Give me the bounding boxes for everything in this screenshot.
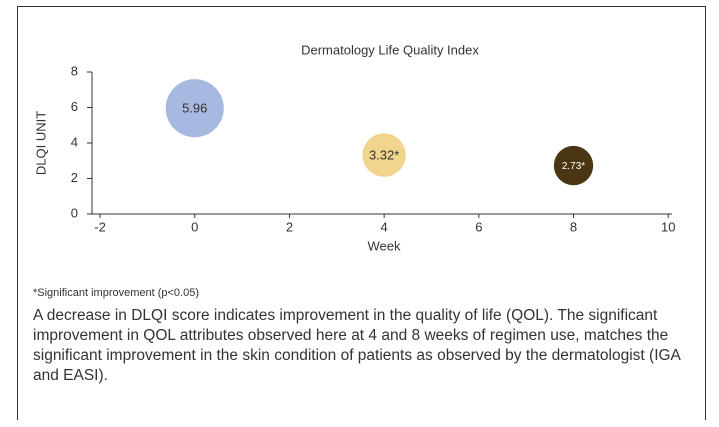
y-axis-label: DLQI UNIT xyxy=(33,111,48,175)
x-tick-label: 4 xyxy=(381,219,388,234)
value-label: 5.96 xyxy=(182,101,207,116)
chart: Dermatology Life Quality Index Week DLQI… xyxy=(33,42,675,253)
chart-title: Dermatology Life Quality Index xyxy=(301,42,479,57)
frame xyxy=(17,6,706,420)
value-label: 2.73* xyxy=(562,161,585,172)
y-tick-label: 4 xyxy=(71,134,78,149)
x-tick-label: 10 xyxy=(661,219,675,234)
y-tick-label: 2 xyxy=(71,170,78,185)
footnote: *Significant improvement (p<0.05) xyxy=(33,287,199,299)
bubble xyxy=(362,133,406,177)
y-tick-label: 0 xyxy=(71,205,78,220)
y-tick-label: 8 xyxy=(71,63,78,78)
x-tick-label: 0 xyxy=(191,219,198,234)
value-label: 3.32* xyxy=(369,148,399,163)
x-tick-label: -2 xyxy=(94,219,106,234)
bubble xyxy=(165,79,224,138)
description: A decrease in DLQI score indicates impro… xyxy=(33,307,681,384)
x-tick-label: 6 xyxy=(475,219,482,234)
x-tick-label: 2 xyxy=(286,219,293,234)
x-axis-label: Week xyxy=(368,238,401,253)
y-tick-label: 6 xyxy=(71,99,78,114)
x-tick-label: 8 xyxy=(570,219,577,234)
bubble xyxy=(553,145,594,186)
